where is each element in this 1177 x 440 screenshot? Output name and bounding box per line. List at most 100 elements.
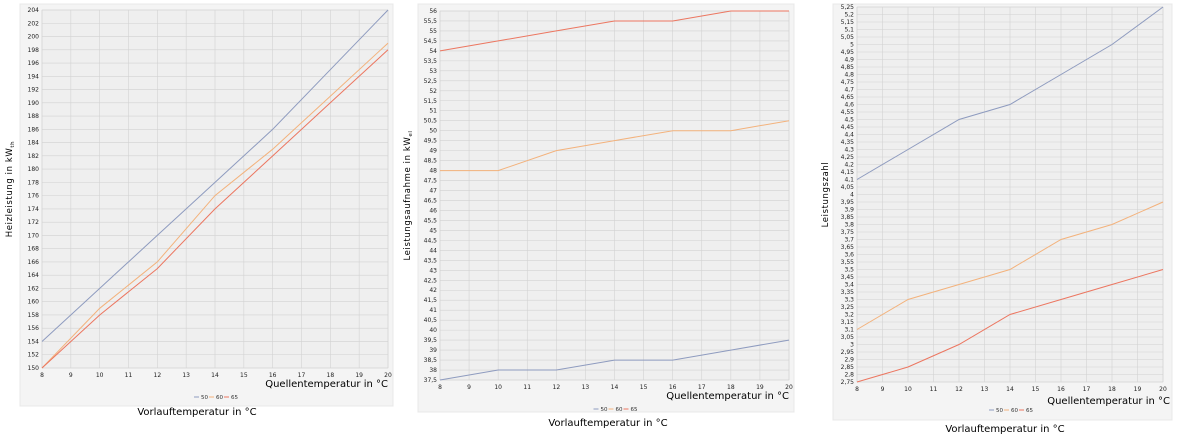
- y-axis-title-subscript: el: [408, 130, 414, 136]
- y-tick-label: 53,5: [424, 58, 438, 65]
- y-tick-label: 43: [429, 267, 437, 274]
- y-tick-label: 190: [28, 100, 40, 107]
- x-tick-label: 14: [1006, 386, 1014, 393]
- x-tick-label: 14: [611, 384, 619, 391]
- legend-title: Vorlauftemperatur in °C: [945, 424, 1064, 435]
- y-tick-label: 39,5: [424, 337, 438, 344]
- x-tick-label: 15: [640, 384, 648, 391]
- y-tick-label: 2,75: [841, 379, 855, 386]
- y-axis-title-subscript: th: [10, 141, 16, 148]
- y-tick-label: 5: [850, 42, 854, 49]
- y-tick-label: 180: [28, 166, 40, 173]
- x-tick-label: 12: [955, 386, 963, 393]
- y-tick-label: 196: [28, 60, 40, 67]
- y-tick-label: 4,1: [844, 177, 854, 184]
- series-line-50: [41, 9, 389, 342]
- legend-label-50: 50: [201, 395, 208, 401]
- y-tick-label: 170: [28, 232, 40, 239]
- y-tick-label: 3,95: [841, 199, 855, 206]
- x-tick-label: 17: [1083, 386, 1091, 393]
- x-tick-label: 12: [553, 384, 561, 391]
- series-line-60: [440, 120, 790, 172]
- y-tick-label: 164: [28, 272, 40, 279]
- y-tick-label: 46: [429, 207, 437, 214]
- y-tick-label: 160: [28, 299, 40, 306]
- x-axis-title: Quellentemperatur in °C: [1047, 396, 1170, 407]
- y-tick-label: 4,55: [841, 109, 855, 116]
- legend-title: Vorlauftemperatur in °C: [548, 418, 667, 429]
- y-tick-label: 152: [28, 352, 40, 359]
- y-tick-label: 184: [28, 140, 40, 147]
- legend-label-60: 60: [216, 395, 223, 401]
- x-tick-label: 11: [125, 372, 133, 379]
- x-tick-label: 9: [467, 384, 471, 391]
- x-tick-label: 15: [1032, 386, 1040, 393]
- y-tick-label: 53: [429, 68, 437, 75]
- y-axis-title: Leistungszahl: [821, 162, 831, 228]
- y-tick-label: 4,3: [844, 147, 854, 154]
- y-tick-label: 3,9: [844, 207, 854, 214]
- y-tick-label: 3,05: [841, 334, 855, 341]
- y-tick-label: 54,5: [424, 38, 438, 45]
- y-tick-label: 49,5: [424, 138, 438, 145]
- y-tick-label: 40,5: [424, 317, 438, 324]
- y-tick-label: 3,85: [841, 214, 855, 221]
- y-tick-label: 46,5: [424, 197, 438, 204]
- y-tick-label: 4,15: [841, 169, 855, 176]
- y-tick-label: 194: [28, 73, 40, 80]
- series-line-60: [856, 201, 1164, 330]
- x-tick-label: 17: [298, 372, 306, 379]
- x-tick-label: 10: [904, 386, 912, 393]
- y-tick-label: 202: [28, 20, 40, 27]
- x-tick-label: 16: [1057, 386, 1065, 393]
- y-tick-label: 4,6: [844, 102, 854, 109]
- y-tick-label: 3,4: [844, 282, 854, 289]
- y-tick-label: 176: [28, 193, 40, 200]
- legend-label-65: 65: [631, 407, 638, 413]
- chart-2: 37,5 38 38,5 39 39,5 40 40,5 41 41,5 42 42,5 43 43,5…: [403, 3, 795, 429]
- y-tick-label: 198: [28, 47, 40, 54]
- legend-label-50: 50: [996, 408, 1003, 414]
- y-tick-label: 3,2: [844, 312, 854, 319]
- x-tick-label: 18: [1108, 386, 1116, 393]
- y-tick-label: 182: [28, 153, 40, 160]
- series-line-65: [856, 269, 1164, 383]
- y-tick-label: 47: [429, 188, 437, 195]
- y-tick-label: 41: [429, 307, 437, 314]
- x-tick-label: 9: [881, 386, 885, 393]
- legend-label-65: 65: [1026, 408, 1033, 414]
- y-tick-label: 3,75: [841, 229, 855, 236]
- legend-label-65: 65: [231, 395, 238, 401]
- y-tick-label: 4,75: [841, 79, 855, 86]
- x-tick-label: 9: [69, 372, 73, 379]
- y-tick-label: 2,95: [841, 349, 855, 356]
- y-tick-label: 39: [429, 347, 437, 354]
- y-tick-label: 168: [28, 246, 40, 253]
- y-tick-label: 4,4: [844, 132, 854, 139]
- x-tick-label: 12: [154, 372, 162, 379]
- y-tick-label: 50,5: [424, 118, 438, 125]
- y-tick-label: 178: [28, 179, 40, 186]
- y-tick-label: 3,15: [841, 319, 855, 326]
- x-tick-label: 8: [40, 372, 44, 379]
- y-tick-label: 188: [28, 113, 40, 120]
- y-tick-label: 3,7: [844, 237, 854, 244]
- y-tick-label: 4,95: [841, 49, 855, 56]
- x-tick-label: 17: [698, 384, 706, 391]
- legend-title: Vorlauftemperatur in °C: [137, 407, 256, 418]
- y-tick-label: 44: [429, 247, 437, 254]
- y-tick-label: 4,85: [841, 64, 855, 71]
- y-tick-label: 42,5: [424, 277, 438, 284]
- y-tick-label: 38: [429, 367, 437, 374]
- y-tick-label: 4,9: [844, 57, 854, 64]
- y-tick-label: 4,7: [844, 87, 854, 94]
- y-tick-label: 45,5: [424, 217, 438, 224]
- x-tick-label: 10: [494, 384, 502, 391]
- y-tick-label: 41,5: [424, 297, 438, 304]
- y-tick-label: 52,5: [424, 78, 438, 85]
- x-tick-label: 15: [240, 372, 248, 379]
- x-tick-label: 19: [355, 372, 363, 379]
- y-tick-label: 37,5: [424, 377, 438, 384]
- x-axis-title: Quellentemperatur in °C: [265, 379, 388, 390]
